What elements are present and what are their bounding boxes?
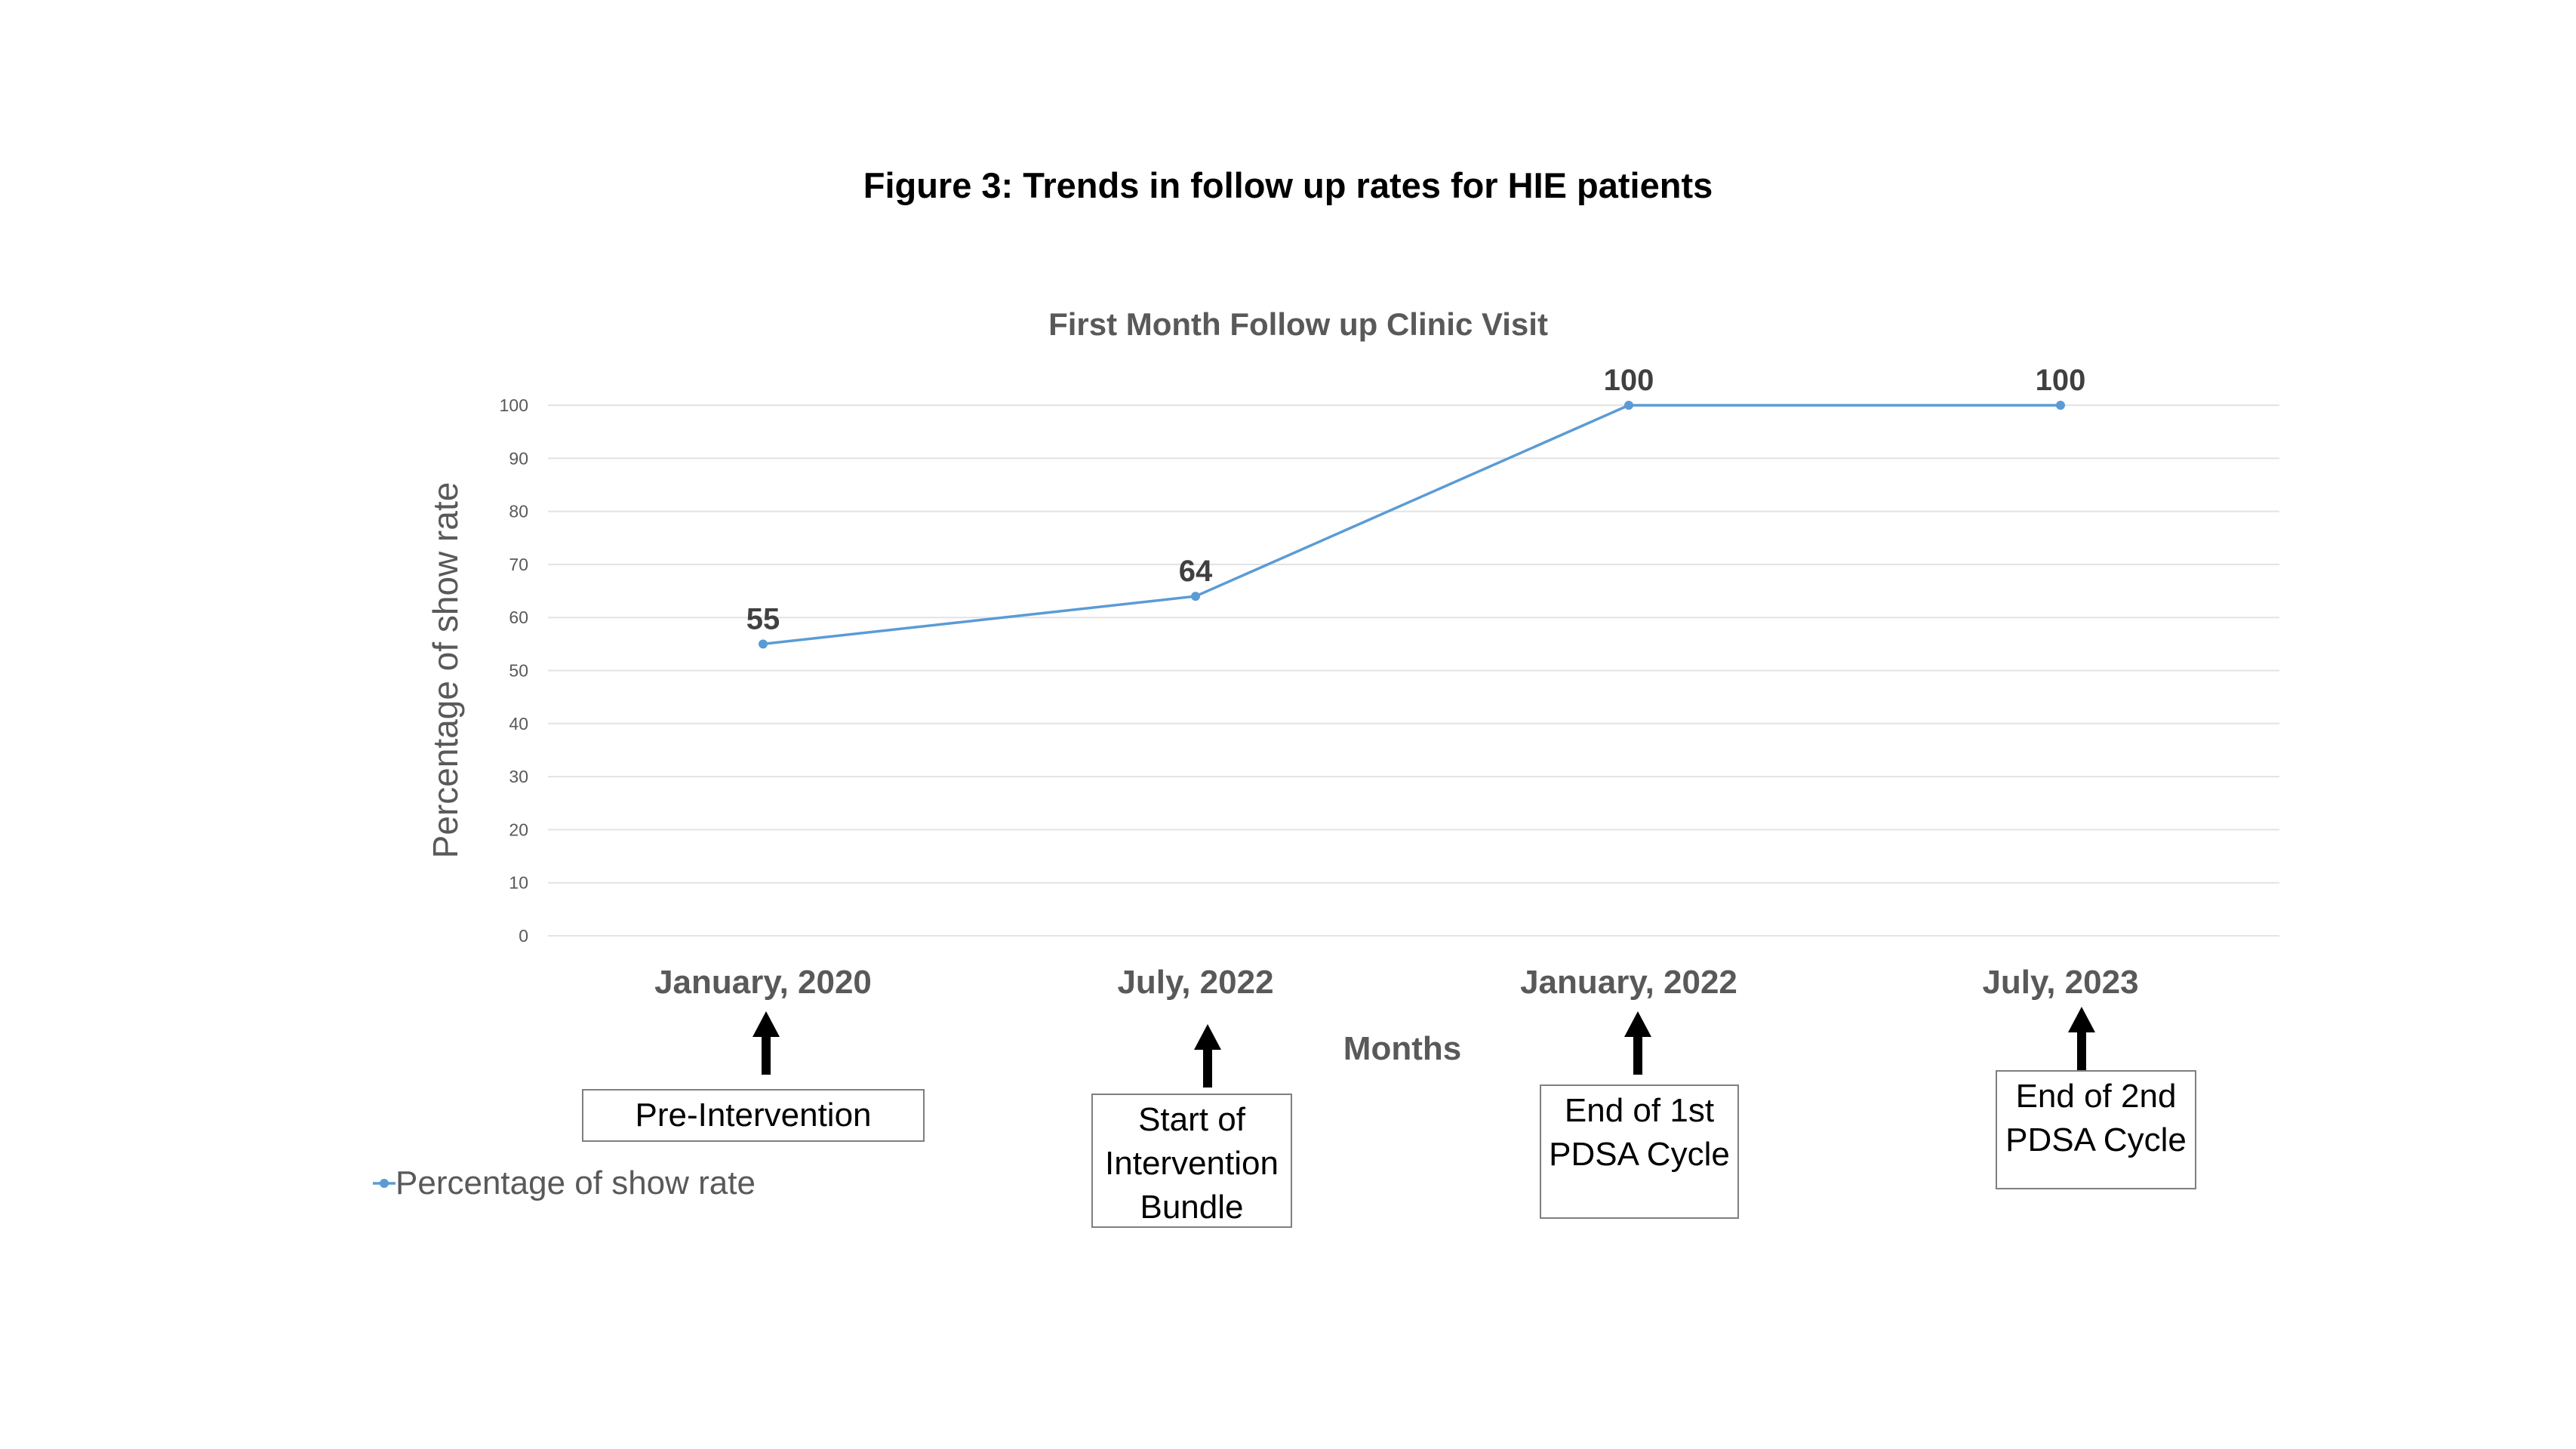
y-tick-label: 50 bbox=[509, 661, 528, 681]
up-arrow-icon bbox=[1193, 1024, 1223, 1088]
x-axis-ticks: January, 2020 July, 2022 January, 2022 July… bbox=[654, 964, 2138, 1001]
data-point bbox=[1624, 401, 1633, 410]
annotation-box: Start of Intervention Bundle bbox=[1091, 1094, 1292, 1228]
data-point bbox=[1191, 592, 1200, 601]
annotation-box: Pre-Intervention bbox=[582, 1089, 925, 1142]
series-line bbox=[762, 404, 2060, 646]
legend: Percentage of show rate bbox=[373, 1164, 756, 1201]
series-percentage-of-show-rate bbox=[759, 401, 2065, 649]
x-tick-label: January, 2022 bbox=[1520, 964, 1737, 1001]
annotation-box: End of 2nd PDSA Cycle bbox=[1996, 1070, 2196, 1189]
up-arrow-icon bbox=[751, 1011, 781, 1075]
annotation-text: PDSA Cycle bbox=[2005, 1121, 2187, 1158]
y-tick-label: 70 bbox=[509, 555, 528, 574]
x-tick-label: January, 2020 bbox=[654, 964, 872, 1001]
up-arrow-icon bbox=[1623, 1011, 1653, 1075]
annotation-text: End of 1st bbox=[1564, 1092, 1715, 1129]
y-tick-label: 20 bbox=[509, 820, 528, 839]
annotation-box: End of 1st PDSA Cycle bbox=[1540, 1084, 1739, 1219]
gridlines bbox=[548, 405, 2279, 937]
y-tick-label: 60 bbox=[509, 608, 528, 627]
x-tick-label: July, 2023 bbox=[1982, 964, 2138, 1001]
data-labels: 55 64 100 100 bbox=[746, 364, 2086, 635]
data-label: 55 bbox=[746, 602, 780, 635]
chart-title: First Month Follow up Clinic Visit bbox=[1048, 306, 1548, 342]
legend-point-marker bbox=[380, 1179, 389, 1188]
x-axis-label: Months bbox=[1343, 1030, 1461, 1067]
data-label: 64 bbox=[1179, 555, 1213, 588]
y-tick-label: 30 bbox=[509, 767, 528, 786]
annotation-text: Bundle bbox=[1140, 1189, 1244, 1226]
y-tick-label: 0 bbox=[519, 926, 528, 946]
annotation-text: End of 2nd bbox=[2015, 1078, 2177, 1115]
legend-label: Percentage of show rate bbox=[395, 1164, 756, 1201]
annotation-text: Intervention bbox=[1105, 1145, 1279, 1182]
up-arrow-icon bbox=[2067, 1007, 2097, 1070]
annotation-text: Start of bbox=[1138, 1101, 1245, 1138]
data-label: 100 bbox=[1604, 364, 1654, 397]
data-label: 100 bbox=[2036, 364, 2086, 397]
y-tick-label: 100 bbox=[500, 395, 528, 415]
y-tick-label: 10 bbox=[509, 873, 528, 893]
x-tick-label: July, 2022 bbox=[1117, 964, 1273, 1001]
y-axis-label: Percentage of show rate bbox=[426, 482, 465, 859]
y-tick-label: 80 bbox=[509, 502, 528, 521]
data-point bbox=[759, 639, 768, 649]
y-tick-label: 90 bbox=[509, 448, 528, 468]
y-axis-ticks: 0 10 20 30 40 50 60 70 80 90 100 bbox=[500, 395, 528, 946]
annotation-text: Pre-Intervention bbox=[635, 1097, 872, 1134]
data-point bbox=[2056, 401, 2065, 410]
figure-title: Figure 3: Trends in follow up rates for … bbox=[863, 165, 1713, 205]
annotation-text: PDSA Cycle bbox=[1549, 1136, 1730, 1173]
y-tick-label: 40 bbox=[509, 714, 528, 734]
